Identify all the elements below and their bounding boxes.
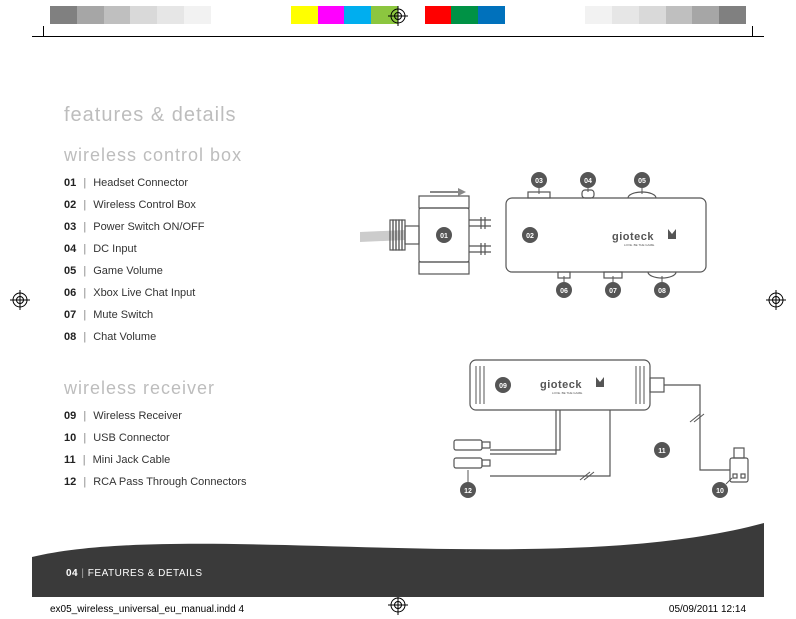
colorbar-cell	[692, 6, 719, 24]
callout-03: 03	[531, 172, 547, 194]
colorbar-cell	[77, 6, 104, 24]
svg-text:08: 08	[658, 288, 666, 295]
colorbar-cell	[666, 6, 693, 24]
svg-text:10: 10	[716, 488, 724, 495]
colorbar-cell	[184, 6, 211, 24]
svg-text:gioteck: gioteck	[612, 231, 654, 243]
imprint-file: ex05_wireless_universal_eu_manual.indd 4	[50, 604, 244, 615]
crop-tick	[752, 26, 753, 36]
svg-text:03: 03	[535, 178, 543, 185]
colorbar-cell	[639, 6, 666, 24]
colorbar-cell	[425, 6, 452, 24]
page-title: features & details	[64, 104, 732, 127]
callout-11: 11	[654, 442, 670, 458]
callout-01: 01	[436, 227, 452, 243]
callout-09: 09	[495, 377, 511, 393]
footer-swoosh	[32, 511, 764, 597]
colorbar-cell	[559, 6, 586, 24]
svg-text:06: 06	[560, 288, 568, 295]
svg-text:01: 01	[440, 233, 448, 240]
crop-tick	[43, 26, 44, 36]
registration-mark-top	[388, 6, 408, 26]
colorbar-cell	[104, 6, 131, 24]
colorbar-cell	[532, 6, 559, 24]
callout-08: 08	[654, 276, 670, 298]
colorbar-cell	[237, 6, 264, 24]
svg-text:04: 04	[584, 178, 592, 185]
colorbar-cell	[318, 6, 345, 24]
svg-text:12: 12	[464, 488, 472, 495]
imprint-date: 05/09/2011 12:14	[669, 604, 746, 615]
colorbar-cell	[505, 6, 532, 24]
colorbar-cell	[264, 6, 291, 24]
colorbar-cell	[50, 6, 77, 24]
diagram-control-box: gioteck LOVE. BE THE GAME. 01 02 03 04 0…	[360, 160, 720, 325]
svg-text:09: 09	[499, 383, 507, 390]
imprint-bar: ex05_wireless_universal_eu_manual.indd 4…	[50, 604, 746, 615]
colorbar-cell	[612, 6, 639, 24]
colorbar-cell	[344, 6, 371, 24]
colorbar-cell	[291, 6, 318, 24]
colorbar-cell	[719, 6, 746, 24]
colorbar-cell	[478, 6, 505, 24]
colorbar-cell	[451, 6, 478, 24]
svg-text:LOVE. BE THE GAME.: LOVE. BE THE GAME.	[552, 391, 583, 395]
callout-02: 02	[522, 227, 538, 243]
colorbar-cell	[157, 6, 184, 24]
feature-item: 08 | Chat Volume	[64, 326, 732, 348]
callout-07: 07	[605, 276, 621, 298]
registration-mark-left	[10, 290, 30, 310]
footer-page-label: 04 | FEATURES & DETAILS	[66, 568, 203, 579]
footer-label: FEATURES & DETAILS	[88, 568, 203, 579]
colorbar-cell	[130, 6, 157, 24]
diagram-receiver: gioteck LOVE. BE THE GAME. 09 11 12 10	[430, 350, 760, 525]
callout-04: 04	[580, 172, 596, 192]
callout-10: 10	[712, 478, 732, 498]
footer-page-num: 04	[66, 568, 78, 579]
svg-text:07: 07	[609, 288, 617, 295]
colorbar-cell	[211, 6, 238, 24]
callout-12: 12	[460, 470, 476, 498]
callout-05: 05	[634, 172, 650, 194]
svg-text:05: 05	[638, 178, 646, 185]
svg-text:11: 11	[658, 448, 666, 455]
callout-06: 06	[556, 276, 572, 298]
registration-mark-right	[766, 290, 786, 310]
colorbar-cell	[585, 6, 612, 24]
svg-text:02: 02	[526, 233, 534, 240]
svg-text:LOVE. BE THE GAME.: LOVE. BE THE GAME.	[624, 243, 655, 247]
svg-text:gioteck: gioteck	[540, 379, 582, 391]
